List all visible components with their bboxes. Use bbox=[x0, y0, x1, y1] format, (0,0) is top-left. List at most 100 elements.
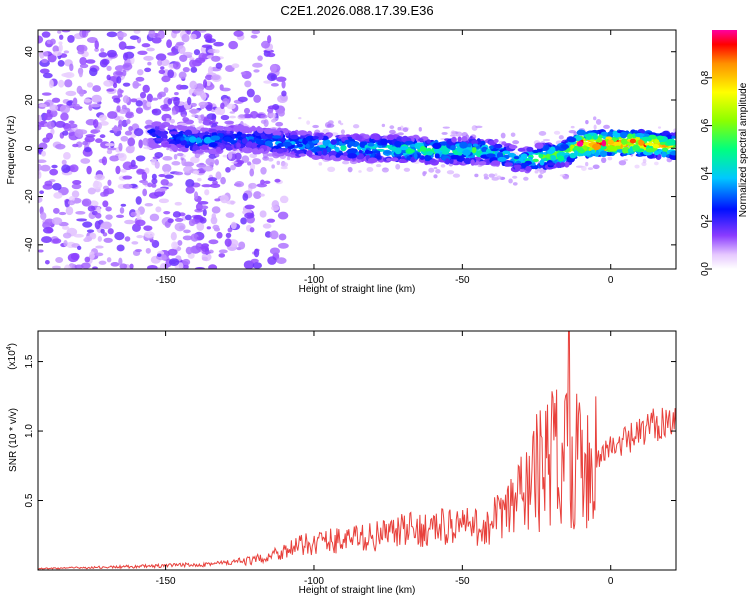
heatmap-noise-blob bbox=[193, 88, 205, 96]
heatmap-ridge-cell bbox=[632, 144, 640, 151]
heatmap-noise-blob bbox=[181, 33, 190, 43]
heatmap-speckle bbox=[618, 160, 627, 166]
heatmap-ridge-cell bbox=[184, 144, 190, 149]
heatmap-noise-blob bbox=[90, 103, 101, 108]
heatmap-noise-blob bbox=[218, 253, 226, 258]
heatmap-noise-blob bbox=[167, 98, 173, 105]
heatmap-noise-blob bbox=[195, 57, 206, 64]
heatmap-noise-blob bbox=[38, 249, 44, 253]
heatmap-noise-blob bbox=[199, 217, 207, 224]
heatmap-noise-blob bbox=[151, 183, 157, 188]
heatmap-noise-blob bbox=[82, 221, 93, 228]
heatmap-noise-blob bbox=[201, 250, 211, 255]
heatmap-noise-blob bbox=[135, 107, 144, 114]
spectrogram-axes: -150 -100 -50 0 -40 -20 0 20 40 bbox=[24, 30, 676, 286]
heatmap-noise-blob bbox=[133, 30, 141, 34]
heatmap-ridge-cell bbox=[272, 131, 282, 136]
heatmap-noise-blob bbox=[230, 164, 236, 171]
heatmap-ridge-cell bbox=[620, 131, 628, 139]
heatmap-noise-blob bbox=[51, 164, 58, 169]
heatmap-noise-blob bbox=[72, 97, 78, 106]
heatmap-noise-blob bbox=[38, 170, 42, 179]
heatmap-noise-blob bbox=[106, 88, 115, 92]
heatmap-noise-blob bbox=[143, 55, 154, 61]
heatmap-noise-blob bbox=[51, 97, 61, 103]
heatmap-noise-blob bbox=[226, 103, 236, 110]
heatmap-noise-blob bbox=[240, 71, 247, 76]
heatmap-speckle bbox=[512, 182, 518, 186]
heatmap-ridge-cell bbox=[329, 155, 336, 160]
heatmap-ridge-cell bbox=[480, 140, 486, 146]
heatmap-noise-blob bbox=[267, 256, 277, 265]
heatmap-speckle bbox=[286, 156, 291, 161]
heatmap-ridge-cell bbox=[243, 147, 249, 153]
heatmap-noise-blob bbox=[200, 92, 207, 101]
spectrogram-ytick-label: -40 bbox=[24, 237, 35, 252]
heatmap-noise-blob bbox=[67, 34, 75, 43]
heatmap-noise-blob bbox=[135, 76, 145, 82]
heatmap-speckle bbox=[534, 170, 539, 174]
heatmap-noise-blob bbox=[157, 92, 163, 100]
heatmap-noise-blob bbox=[147, 61, 152, 66]
heatmap-noise-blob bbox=[65, 206, 74, 216]
heatmap-noise-blob bbox=[39, 68, 50, 74]
heatmap-speckle bbox=[657, 126, 662, 129]
heatmap-noise-blob bbox=[216, 231, 223, 239]
heatmap-noise-blob bbox=[253, 94, 262, 103]
heatmap-noise-blob bbox=[53, 192, 63, 199]
heatmap-noise-blob bbox=[211, 206, 221, 214]
heatmap-noise-blob bbox=[214, 159, 219, 166]
snr-xlabel: Height of straight line (km) bbox=[299, 585, 416, 596]
heatmap-noise-blob bbox=[185, 246, 193, 255]
heatmap-ridge-cell bbox=[471, 139, 479, 145]
heatmap-noise-blob bbox=[172, 61, 181, 70]
heatmap-noise-blob bbox=[115, 71, 124, 76]
heatmap-noise-blob bbox=[63, 264, 71, 269]
heatmap-ridge-cell bbox=[255, 139, 264, 145]
heatmap-noise-blob bbox=[80, 158, 91, 164]
heatmap-speckle bbox=[488, 173, 496, 178]
heatmap-noise-blob bbox=[228, 40, 239, 50]
heatmap-noise-blob bbox=[40, 164, 51, 172]
heatmap-noise-blob bbox=[187, 96, 192, 106]
heatmap-noise-blob bbox=[248, 182, 257, 189]
heatmap-ridge-cell bbox=[513, 155, 520, 160]
heatmap-noise-blob bbox=[94, 40, 99, 50]
heatmap-ridge-cell bbox=[515, 160, 522, 164]
heatmap-noise-blob bbox=[263, 180, 271, 185]
heatmap-noise-blob bbox=[76, 218, 88, 222]
heatmap-noise-blob bbox=[137, 50, 148, 55]
heatmap-ridge-cell bbox=[471, 146, 477, 154]
heatmap-noise-blob bbox=[62, 225, 70, 230]
heatmap-ridge-cell bbox=[407, 148, 415, 154]
snr-series-line bbox=[38, 331, 676, 570]
heatmap-noise-blob bbox=[194, 266, 205, 269]
heatmap-noise-blob bbox=[203, 116, 208, 121]
heatmap-noise-blob bbox=[262, 223, 272, 229]
heatmap-noise-blob bbox=[118, 41, 127, 50]
heatmap-ridge-cell bbox=[478, 161, 487, 166]
heatmap-noise-blob bbox=[278, 233, 287, 241]
heatmap-noise-blob bbox=[140, 91, 147, 99]
heatmap-noise-blob bbox=[218, 249, 228, 254]
heatmap-noise-blob bbox=[51, 217, 63, 225]
heatmap-noise-blob bbox=[75, 210, 86, 215]
heatmap-ridge-cell bbox=[656, 135, 664, 141]
heatmap-ridge-cell bbox=[265, 133, 275, 140]
heatmap-ridge-cell bbox=[169, 131, 180, 135]
heatmap-speckle bbox=[403, 167, 411, 172]
heatmap-ridge-cell bbox=[413, 152, 418, 160]
heatmap-ridge-cell bbox=[424, 154, 432, 162]
snr-panel: -150 -100 -50 0 0.5 1.0 1.5 Height of straight… bbox=[6, 330, 677, 596]
heatmap-noise-blob bbox=[97, 236, 103, 242]
heatmap-ridge-cell bbox=[247, 136, 255, 140]
heatmap-noise-blob bbox=[114, 231, 125, 241]
heatmap-speckle bbox=[452, 173, 461, 178]
heatmap-noise-blob bbox=[73, 233, 84, 238]
heatmap-noise-blob bbox=[38, 114, 42, 123]
heatmap-speckle bbox=[428, 167, 435, 173]
heatmap-noise-blob bbox=[98, 260, 107, 265]
heatmap-noise-blob bbox=[252, 62, 263, 68]
heatmap-ridge-cell bbox=[192, 129, 199, 134]
